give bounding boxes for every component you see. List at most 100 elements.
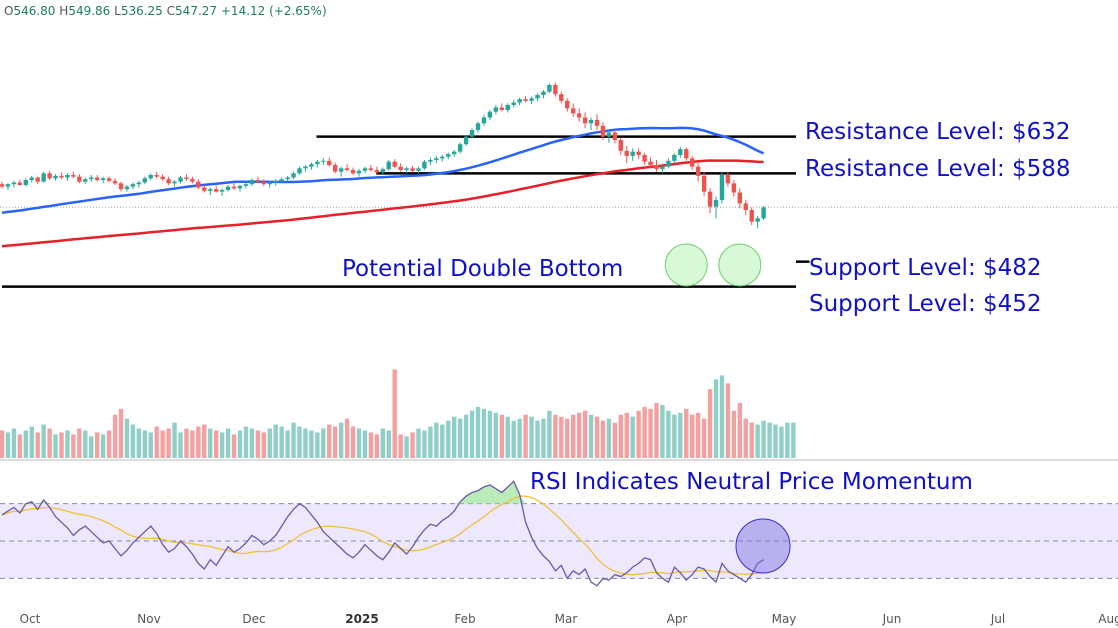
candle-body [35,177,40,182]
volume-bar [493,412,499,458]
candle-body [231,186,237,189]
volume-bar [440,424,445,458]
x-axis-label: Mar [555,612,578,626]
volume-bar [214,430,219,458]
sma-50-line [1,126,765,214]
candle-body [547,85,552,92]
change-value: +14.12 (+2.65%) [220,4,327,18]
volume-bar [315,432,320,458]
candle-body [642,155,647,162]
candle-body [356,170,362,174]
candle-body [327,160,332,165]
high-value: 549.86 [68,4,111,18]
volume-bar [636,410,641,458]
volume-bar [666,410,671,458]
volume-bar [481,408,487,458]
volume-bar [303,428,308,458]
candle-body [678,149,683,155]
volume-bar [600,420,606,458]
x-axis-label: Feb [454,612,475,626]
volume-bar [654,402,659,458]
volume-bar [225,428,231,458]
candle-body [511,102,516,105]
candle-body [202,187,207,191]
candle-body [654,165,659,170]
candle-body [624,150,629,156]
candle-body [612,132,618,140]
candle-body [148,175,153,179]
candle-body [303,166,308,169]
candle-body [160,176,165,180]
volume-bar [487,410,493,458]
volume-bar [630,416,635,458]
candle-body [225,186,231,190]
candle-body [565,100,570,109]
rsi-panel [0,206,1118,579]
candle-body [725,175,731,184]
volume-bar [648,408,653,458]
volume-bar [416,428,421,458]
annotation-support-482: Support Level: $482 [809,255,1042,281]
candle-body [106,178,112,181]
candle-body [136,182,142,185]
volume-bar [737,402,742,458]
candle-body [118,183,124,190]
volume-bar [285,430,290,458]
candle-body [422,161,427,169]
candle-body [440,156,445,159]
low-value: 536.25 [120,4,163,18]
candle-body [261,181,266,185]
candle-body [309,164,314,167]
volume-bar [71,434,76,458]
rsi-overbought-fill [478,486,484,504]
volume-bar [571,414,576,458]
rsi-overbought-fill [472,490,478,504]
candle-body [749,210,754,222]
rsi-highlight-circle [735,518,791,574]
volume-bar [731,410,737,458]
volume-bar [594,416,600,458]
volume-bar [148,432,153,458]
volume-bar [582,410,588,458]
volume-bar [124,418,130,458]
volume-bar [309,430,314,458]
candle-body [285,177,290,180]
volume-bar [243,426,249,458]
x-axis-label: May [772,612,797,626]
candle-body [475,123,481,130]
candle-body [672,155,677,161]
candle-body [743,203,748,210]
annotations: Resistance Level: $632 Resistance Level:… [342,119,1071,495]
x-axis-label: 2025 [345,612,378,626]
candle-body [463,136,469,145]
candle-body [446,154,451,157]
volume-bar [100,434,106,458]
annotation-resistance-632: Resistance Level: $632 [805,119,1071,145]
volume-bar [624,412,629,458]
volume-bar [333,426,338,458]
candle-body [505,105,510,110]
candle-body [5,184,11,187]
rsi-ma-line [1,495,764,576]
volume-bar [755,424,760,458]
volume-bar [773,424,778,458]
volume-bar [428,426,433,458]
volume-bar [606,418,612,458]
volume-bar [701,418,707,458]
volume-bar [112,414,118,458]
candle-body [600,125,606,137]
candle-body [713,200,719,207]
candle-body [481,117,487,124]
volume-bar [249,428,255,458]
candle-body [761,207,766,219]
candle-body [457,144,463,152]
volume-bar [404,436,409,458]
volume-bar [612,422,618,458]
volume-bar [779,426,784,458]
volume-bar [231,434,237,458]
candle-body [719,175,725,200]
volume-bar [35,432,40,458]
candle-body [469,130,475,137]
candle-body [315,161,320,165]
volume-bar [785,422,790,458]
